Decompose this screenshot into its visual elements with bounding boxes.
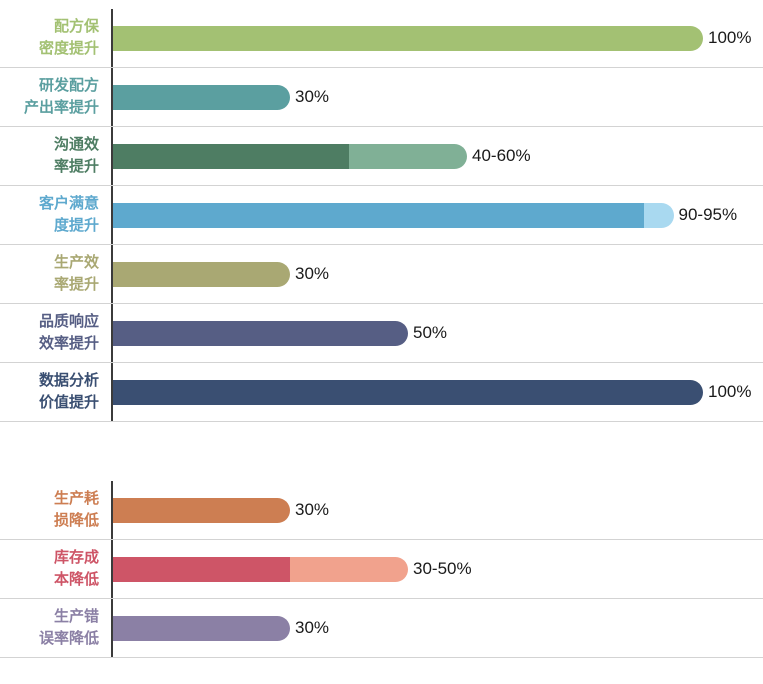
plot-area: 40-60%: [111, 127, 763, 185]
bar-row: 配方保 密度提升 100%: [0, 9, 763, 68]
bar-row: 研发配方 产出率提升 30%: [0, 68, 763, 127]
bar-main: [113, 615, 290, 641]
category-label: 研发配方 产出率提升: [23, 77, 99, 116]
value-label: 40-60%: [472, 146, 531, 165]
plot-area: 30%: [111, 481, 763, 539]
bar-row: 生产效 率提升 30%: [0, 245, 763, 304]
bar-main: [113, 202, 644, 228]
category-label: 沟通效 率提升: [53, 136, 99, 175]
value-label: 30%: [295, 618, 330, 637]
bar-main: [113, 497, 290, 523]
plot-area: 90-95%: [111, 186, 763, 244]
plot-area: 30%: [111, 245, 763, 303]
reduction-chart: 生产耗 损降低 30% 库存成 本降低 30-50% 生产错 误率降低 30%: [0, 481, 763, 658]
bar-extension: [349, 143, 467, 169]
bar-extension: [290, 556, 408, 582]
bar-row: 库存成 本降低 30-50%: [0, 540, 763, 599]
value-label: 90-95%: [678, 205, 738, 224]
bar-row: 品质响应 效率提升 50%: [0, 304, 763, 363]
value-label: 30%: [295, 87, 330, 106]
bar-row: 生产错 误率降低 30%: [0, 599, 763, 658]
value-label: 30-50%: [413, 559, 472, 578]
plot-area: 50%: [111, 304, 763, 362]
bar-main: [113, 320, 408, 346]
bar-main: [113, 25, 703, 51]
plot-area: 30-50%: [111, 540, 763, 598]
category-label: 品质响应 效率提升: [38, 313, 99, 352]
plot-area: 30%: [111, 68, 763, 126]
plot-area: 30%: [111, 599, 763, 657]
bar-main: [113, 379, 703, 405]
category-label: 库存成 本降低: [53, 549, 99, 588]
value-label: 50%: [413, 323, 448, 342]
improvement-chart: 配方保 密度提升 100% 研发配方 产出率提升 30% 沟通效 率提升 40-…: [0, 9, 763, 422]
bar-row: 数据分析 价值提升 100%: [0, 363, 763, 422]
bar-main: [113, 143, 349, 169]
category-label: 生产效 率提升: [53, 254, 99, 293]
value-label: 100%: [708, 382, 752, 401]
category-label: 生产错 误率降低: [38, 608, 99, 647]
value-label: 30%: [295, 500, 330, 519]
category-label: 客户满意 度提升: [38, 195, 99, 234]
bar-row: 客户满意 度提升 90-95%: [0, 186, 763, 245]
bar-main: [113, 261, 290, 287]
value-label: 30%: [295, 264, 330, 283]
bar-row: 生产耗 损降低 30%: [0, 481, 763, 540]
bar-main: [113, 84, 290, 110]
value-label: 100%: [708, 28, 752, 47]
bar-extension: [644, 202, 674, 228]
category-label: 生产耗 损降低: [53, 490, 99, 529]
plot-area: 100%: [111, 9, 763, 67]
category-label: 配方保 密度提升: [38, 18, 99, 57]
plot-area: 100%: [111, 363, 763, 421]
category-label: 数据分析 价值提升: [38, 372, 99, 411]
bar-row: 沟通效 率提升 40-60%: [0, 127, 763, 186]
bar-main: [113, 556, 290, 582]
